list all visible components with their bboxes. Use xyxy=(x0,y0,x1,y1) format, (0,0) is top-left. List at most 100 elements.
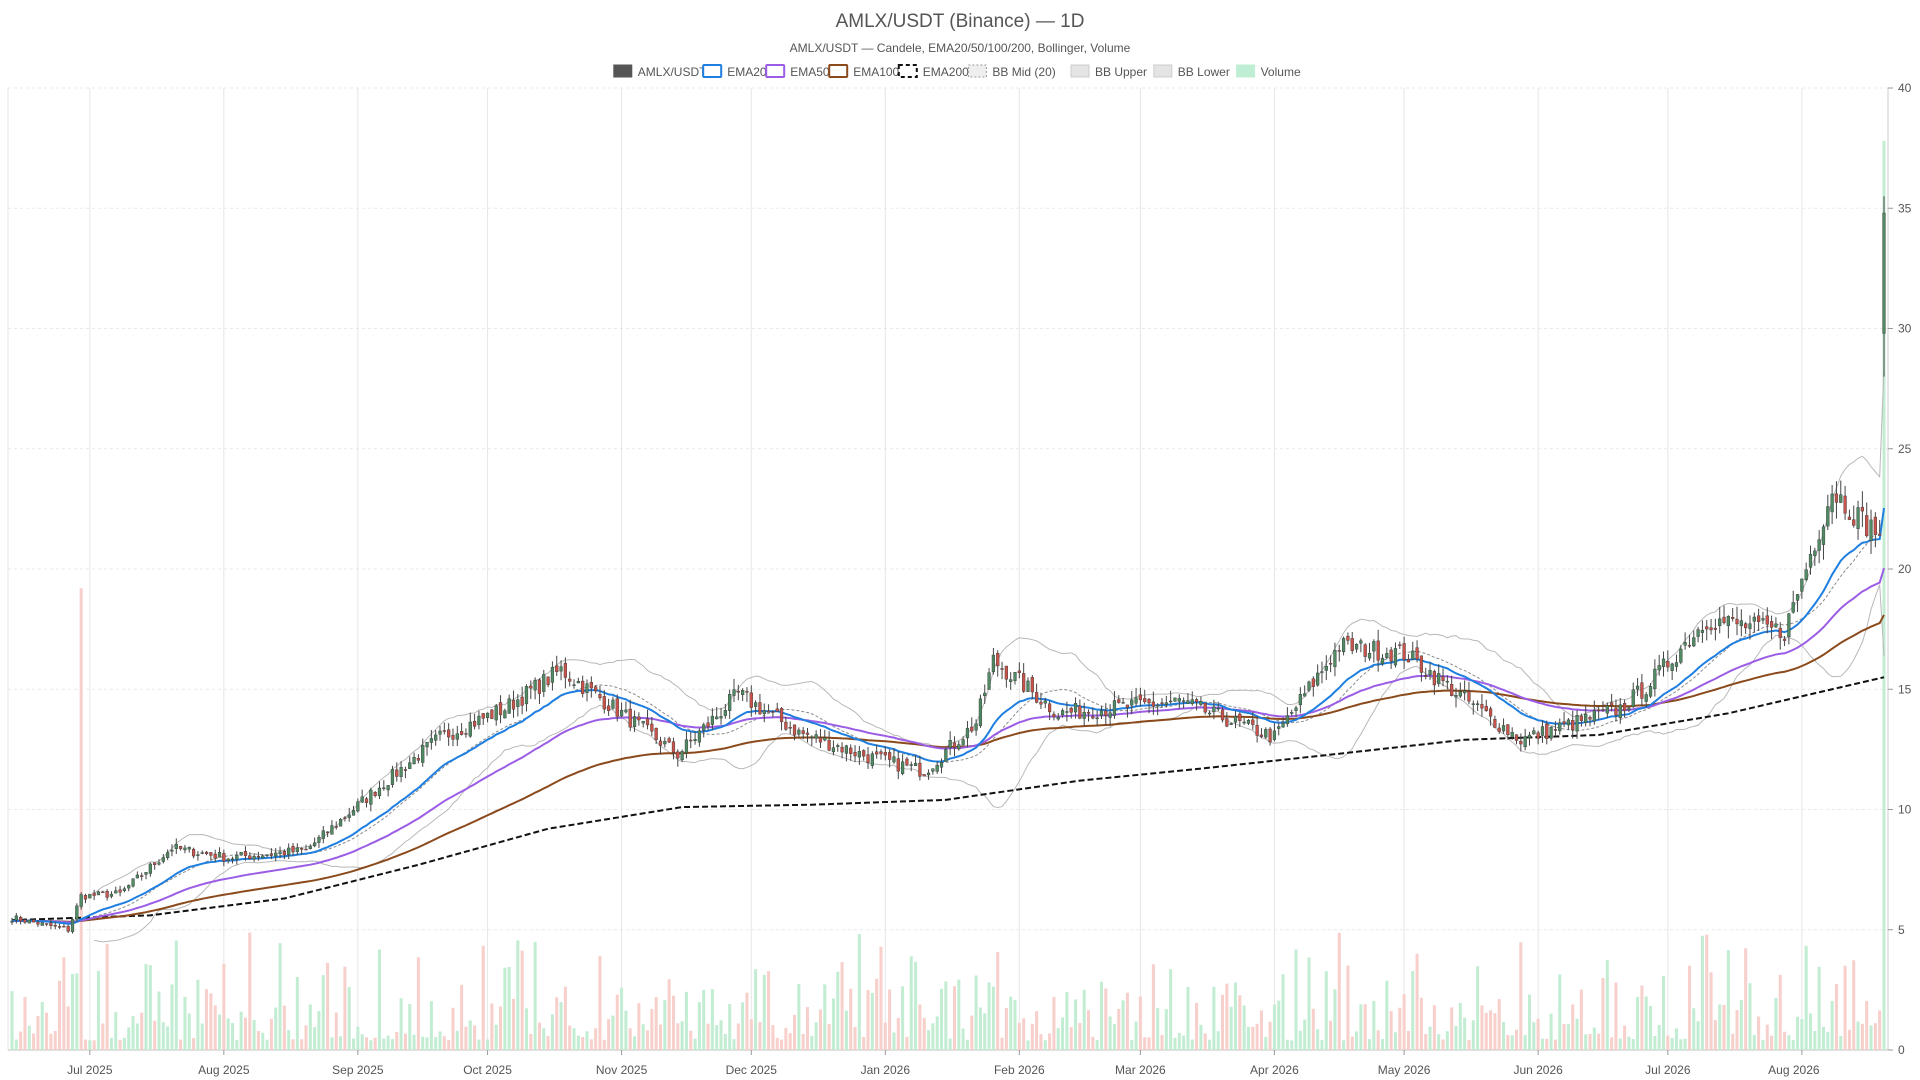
candle-body xyxy=(118,889,122,893)
candle xyxy=(1674,654,1679,672)
candle-body xyxy=(1644,694,1648,702)
candle xyxy=(83,893,88,904)
candle-body xyxy=(1415,647,1419,660)
legend-item-bb-upper[interactable]: BB Upper xyxy=(1070,64,1147,79)
candle xyxy=(213,849,217,863)
candle xyxy=(1808,545,1813,575)
x-tick-label: Sep 2025 xyxy=(332,1063,384,1077)
volume-bar xyxy=(1138,996,1142,1050)
candle xyxy=(1078,699,1082,720)
candle-body xyxy=(1242,721,1246,724)
volume-bar xyxy=(291,1039,295,1050)
candle-body xyxy=(1735,618,1739,625)
candle-body xyxy=(66,925,70,932)
volume-bar xyxy=(723,1034,727,1050)
candle xyxy=(1121,697,1125,704)
candle xyxy=(862,749,866,761)
candle-body xyxy=(1666,661,1670,668)
volume-bar xyxy=(1865,1000,1869,1050)
candle xyxy=(792,724,797,741)
legend-item-ema100[interactable]: EMA100 xyxy=(828,64,900,79)
legend-item-ema200[interactable]: EMA200 xyxy=(897,64,969,79)
candle-body xyxy=(96,891,101,896)
candle xyxy=(14,912,18,924)
volume-bar xyxy=(1363,1004,1367,1050)
candle-body xyxy=(1099,710,1104,716)
candle xyxy=(797,727,801,738)
candle-body xyxy=(75,905,79,920)
candle-body xyxy=(351,810,356,816)
volume-bar xyxy=(274,1007,278,1050)
candle-body xyxy=(334,826,338,828)
candle xyxy=(451,728,455,747)
legend-swatch xyxy=(1153,64,1173,78)
candle xyxy=(1354,643,1359,653)
candle xyxy=(265,854,269,858)
legend-item-ema20[interactable]: EMA20 xyxy=(702,64,767,79)
candle xyxy=(1013,672,1017,685)
candle-body xyxy=(1782,638,1787,641)
volume-bar xyxy=(1657,1024,1661,1050)
candle-body xyxy=(148,863,152,874)
legend-label: EMA50 xyxy=(790,65,830,79)
volume-bar xyxy=(1017,1022,1021,1050)
volume-bar xyxy=(1489,1010,1493,1050)
legend-item-bb-mid-20-[interactable]: BB Mid (20) xyxy=(967,64,1056,79)
candle-body xyxy=(313,842,317,847)
candle-body xyxy=(511,699,516,710)
candle-body xyxy=(1558,722,1562,732)
legend-item-bb-lower[interactable]: BB Lower xyxy=(1153,64,1230,79)
volume-bar xyxy=(166,1026,170,1050)
candle xyxy=(32,919,36,923)
volume-bar xyxy=(1091,1036,1095,1050)
candle-body xyxy=(468,721,472,737)
volume-bar xyxy=(1592,1027,1596,1050)
candle xyxy=(330,820,334,835)
candle xyxy=(114,886,118,894)
volume-bar xyxy=(75,973,79,1050)
candle-body xyxy=(723,709,727,716)
volume-bar xyxy=(996,952,1000,1050)
volume-bar xyxy=(1268,1021,1272,1050)
candle xyxy=(1268,727,1272,746)
candle-body xyxy=(1601,709,1605,711)
candle xyxy=(1151,691,1155,715)
candle-body xyxy=(105,891,109,898)
legend-item-volume[interactable]: Volume xyxy=(1236,64,1301,79)
volume-bar xyxy=(1246,1026,1250,1050)
candle-body xyxy=(1043,700,1047,704)
candle-body xyxy=(1450,684,1454,696)
volume-bar xyxy=(931,1023,935,1050)
candle xyxy=(1251,712,1255,730)
candle-body xyxy=(1173,697,1177,702)
legend-item-amlx-usdt[interactable]: AMLX/USDT xyxy=(613,64,707,79)
candle xyxy=(1437,664,1441,687)
volume-bar xyxy=(1411,971,1415,1050)
candles xyxy=(10,196,1886,934)
candle-body xyxy=(1290,712,1294,714)
candle-body xyxy=(127,885,131,889)
candle-body xyxy=(1363,644,1367,657)
volume-bar xyxy=(1813,1030,1817,1050)
legend-swatch xyxy=(1070,64,1090,78)
candle xyxy=(844,744,849,762)
candle xyxy=(1138,687,1142,707)
candle-body xyxy=(970,726,974,732)
candle-body xyxy=(1795,594,1800,601)
candle-body xyxy=(797,729,801,735)
candle xyxy=(157,859,161,866)
candle xyxy=(619,702,624,718)
candle-body xyxy=(1869,519,1873,541)
volume-bar xyxy=(1787,1035,1791,1050)
candle xyxy=(814,730,818,743)
candle xyxy=(741,688,745,702)
x-tick-label: Jun 2026 xyxy=(1513,1063,1563,1077)
candle-body xyxy=(1800,578,1804,592)
volume-bar xyxy=(1687,965,1691,1050)
volume-bar xyxy=(667,979,671,1050)
candle xyxy=(1169,690,1173,704)
y-tick-label: 25 xyxy=(1898,442,1912,456)
candle-body xyxy=(1640,682,1644,699)
legend-item-ema50[interactable]: EMA50 xyxy=(765,64,830,79)
